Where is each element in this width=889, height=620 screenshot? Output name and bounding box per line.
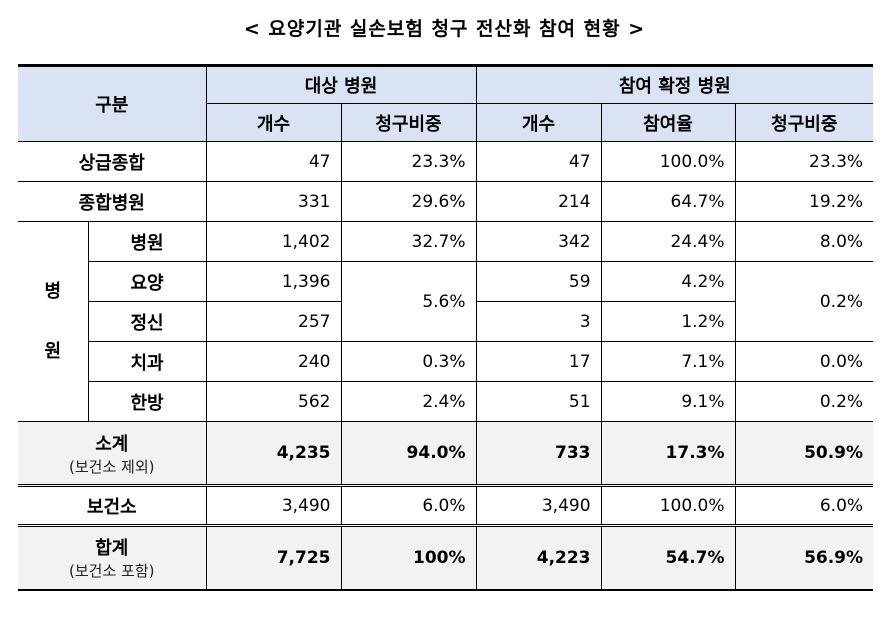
table-row: 보건소 3,490 6.0% 3,490 100.0% 6.0% [18, 484, 874, 526]
cell-target-count: 240 [205, 341, 342, 382]
cell-join-rate: 4.2% [600, 261, 736, 302]
table-row: 병 원 병원 1,402 32.7% 342 24.4% 8.0% [18, 221, 874, 422]
cell-target-count: 47 [205, 141, 342, 182]
cell-target-count: 4,235 [205, 421, 342, 486]
cell-join-rate: 17.3% [600, 421, 736, 486]
cell-join-share: 0.0% [734, 341, 874, 382]
cell-join-share: 50.9% [734, 421, 874, 486]
header-category: 구분 [18, 64, 207, 142]
cell-join-share: 0.2% [734, 381, 874, 422]
row-label: 한방 [88, 381, 207, 422]
row-label: 상급종합 [18, 141, 207, 182]
cell-join-rate: 7.1% [600, 341, 736, 382]
row-label: 종합병원 [18, 181, 207, 222]
cell-join-share: 6.0% [734, 484, 874, 526]
cell-target-count: 3,490 [205, 484, 342, 526]
cell-target-count: 331 [205, 181, 342, 222]
cell-target-count: 257 [205, 301, 342, 342]
cell-target-count: 562 [205, 381, 342, 422]
total-label: 합계 (보건소 포함) [18, 524, 207, 591]
cell-join-share: 23.3% [734, 141, 874, 182]
header-join-count: 개수 [475, 103, 602, 142]
cell-target-count: 1,396 [205, 261, 342, 302]
cell-join-count: 17 [475, 341, 602, 382]
cell-target-count: 7,725 [205, 524, 342, 591]
cell-join-share: 56.9% [734, 524, 874, 591]
cell-join-share: 19.2% [734, 181, 874, 222]
hospital-group-label: 병 원 [18, 221, 89, 422]
header-join-share: 청구비중 [734, 103, 874, 142]
table-title: < 요양기관 실손보험 청구 전산화 참여 현황 > [243, 18, 646, 40]
cell-target-share: 29.6% [340, 181, 477, 222]
cell-target-share: 100% [340, 524, 477, 591]
cell-join-count: 51 [475, 381, 602, 422]
subtotal-label-note: (보건소 제외) [69, 457, 155, 476]
total-label-note: (보건소 포함) [69, 562, 155, 581]
cell-join-count: 733 [475, 421, 602, 486]
cell-join-count: 3,490 [475, 484, 602, 526]
cell-join-rate: 1.2% [600, 301, 736, 342]
cell-join-count: 4,223 [475, 524, 602, 591]
cell-target-share: 23.3% [340, 141, 477, 182]
cell-join-share-merged: 0.2% [734, 261, 874, 342]
table-row: 종합병원 331 29.6% 214 64.7% 19.2% [18, 181, 874, 222]
header-join-rate: 참여율 [600, 103, 736, 142]
row-label: 보건소 [18, 484, 207, 526]
subtotal-label: 소계 (보건소 제외) [18, 421, 207, 486]
cell-target-count: 1,402 [205, 221, 342, 262]
row-label: 정신 [88, 301, 207, 342]
subtotal-row: 소계 (보건소 제외) 4,235 94.0% 733 17.3% 50.9% [18, 421, 874, 486]
cell-join-share: 8.0% [734, 221, 874, 262]
cell-join-count: 59 [475, 261, 602, 302]
header-joined-hospitals: 참여 확정 병원 [475, 64, 874, 104]
cell-join-count: 47 [475, 141, 602, 182]
header-target-share: 청구비중 [340, 103, 477, 142]
cell-target-share: 2.4% [340, 381, 477, 422]
cell-target-share-merged: 5.6% [340, 261, 477, 342]
header-row-1: 구분 대상 병원 참여 확정 병원 [18, 64, 874, 142]
hospital-group-label-bottom: 원 [44, 340, 62, 362]
row-label: 병원 [87, 221, 207, 262]
cell-join-rate: 54.7% [600, 524, 736, 591]
header-row-2: 개수 청구비중 개수 참여율 청구비중 [18, 103, 874, 142]
cell-target-share: 94.0% [340, 421, 477, 486]
participation-table: 구분 대상 병원 참여 확정 병원 개수 청구비중 개수 참여율 청구비중 상급… [18, 64, 874, 591]
cell-target-share: 6.0% [340, 484, 477, 526]
cell-target-share: 0.3% [340, 341, 477, 382]
cell-join-rate: 64.7% [600, 181, 736, 222]
subtotal-label-main: 소계 [95, 433, 129, 455]
total-label-main: 합계 [95, 538, 129, 560]
table-row: 요양 1,396 5.6% 59 4.2% 0.2% [18, 261, 874, 342]
row-label: 요양 [88, 261, 207, 302]
table-row: 치과 240 0.3% 17 7.1% 0.0% [18, 341, 874, 382]
header-target-count: 개수 [206, 103, 342, 142]
total-row: 합계 (보건소 포함) 7,725 100% 4,223 54.7% 56.9% [18, 524, 874, 591]
cell-target-share: 32.7% [340, 221, 477, 262]
table-row: 상급종합 47 23.3% 47 100.0% 23.3% [18, 141, 874, 182]
header-target-hospitals: 대상 병원 [205, 64, 477, 104]
cell-join-rate: 9.1% [600, 381, 736, 422]
table-row: 정신 257 3 1.2% [18, 301, 873, 342]
hospital-group-label-top: 병 [44, 280, 62, 302]
cell-join-rate: 100.0% [600, 141, 736, 182]
cell-join-rate: 24.4% [600, 221, 736, 262]
cell-join-count: 214 [475, 181, 602, 222]
cell-join-count: 342 [475, 221, 602, 262]
cell-join-rate: 100.0% [600, 484, 736, 526]
table-row: 한방 562 2.4% 51 9.1% 0.2% [18, 381, 874, 422]
row-label: 치과 [88, 341, 207, 382]
cell-join-count: 3 [475, 301, 602, 342]
